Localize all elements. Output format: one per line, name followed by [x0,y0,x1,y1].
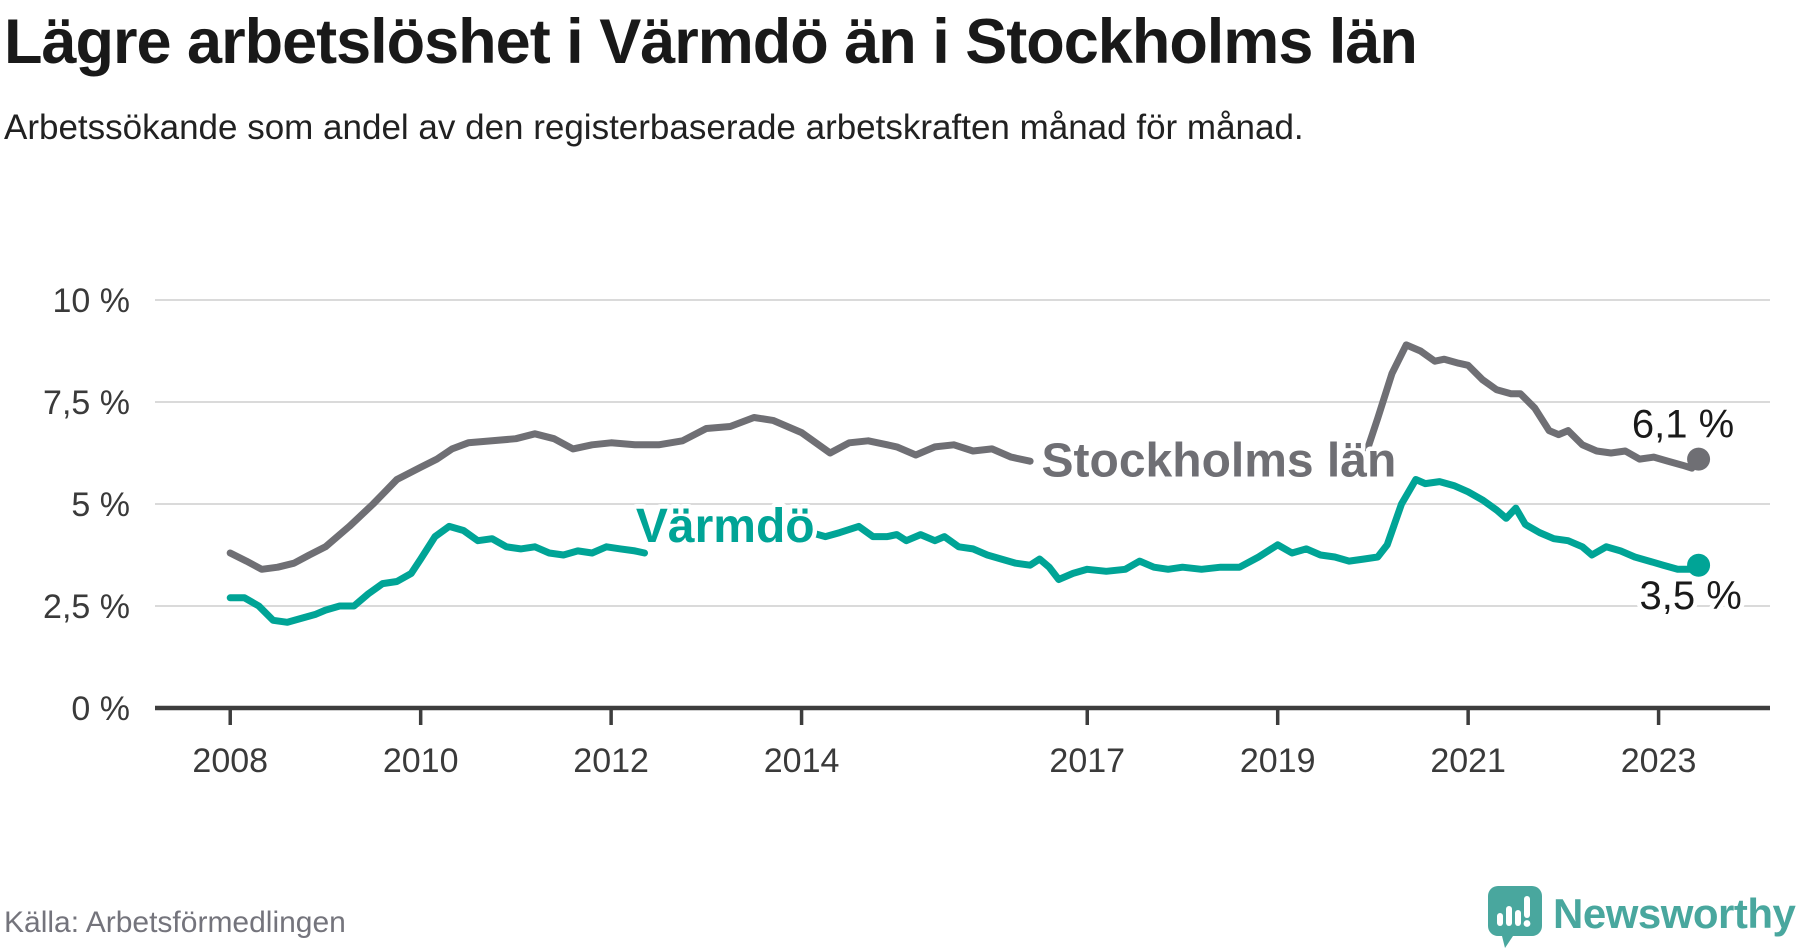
x-tick-label: 2019 [1240,742,1316,780]
end-dot-stockholm [1687,447,1711,471]
y-tick-label: 2,5 % [43,588,130,626]
chart-subtitle: Arbetssökande som andel av den registerb… [4,108,1304,147]
series-label: Stockholms län [1042,435,1397,488]
y-tick-label: 0 % [71,690,130,728]
series-line-stockholm [226,414,1034,573]
page-title: Lägre arbetslöshet i Värmdö än i Stockho… [4,7,1418,77]
x-tick-label: 2017 [1049,742,1125,780]
x-tick-label: 2023 [1621,742,1697,780]
y-tick-label: 7,5 % [43,384,130,422]
x-tick-label: 2021 [1430,742,1506,780]
end-value-label: 6,1 % [1632,402,1734,446]
y-tick-label: 10 % [53,282,131,320]
y-tick-label: 5 % [71,486,130,524]
x-tick-label: 2010 [383,742,459,780]
series-line-stockholm [1338,341,1703,472]
x-tick-label: 2014 [764,742,840,780]
x-tick-label: 2008 [192,742,268,780]
series-line-varmdo [807,476,1703,583]
end-value-label: 3,5 % [1640,574,1742,618]
series-line-varmdo [226,522,648,626]
series-label: Värmdö [636,500,815,553]
x-tick-label: 2012 [573,742,649,780]
newsworthy-logo-icon [1488,886,1542,948]
source-note: Källa: Arbetsförmedlingen [4,906,346,939]
end-dot-varmdo [1687,553,1711,577]
brand-name: Newsworthy [1553,890,1796,937]
